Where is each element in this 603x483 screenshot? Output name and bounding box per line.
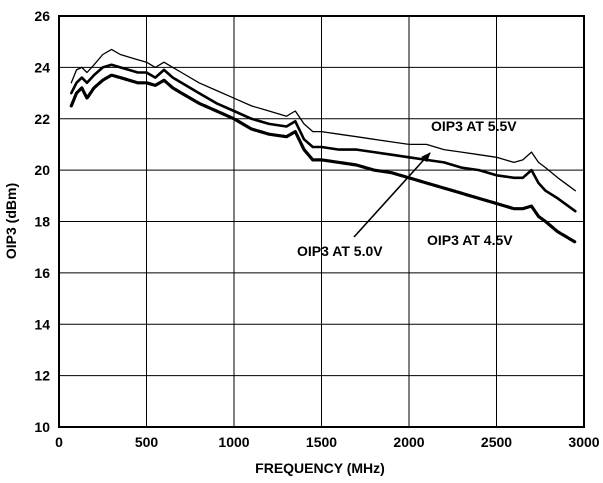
x-tick-label: 2500 [481,434,512,450]
x-tick-label: 500 [135,434,159,450]
x-tick-label: 3000 [568,434,599,450]
y-tick-label: 26 [34,8,50,24]
x-tick-label: 0 [55,434,63,450]
y-tick-label: 24 [34,59,50,75]
y-tick-label: 12 [34,368,50,384]
annotation-arrow [353,152,431,238]
y-tick-label: 22 [34,111,50,127]
x-tick-label: 1000 [218,434,249,450]
y-tick-label: 18 [34,214,50,230]
tick-labels: 0 500 1000 1500 2000 2500 3000 10 12 14 16 18 20 22 24… [34,8,599,450]
series-line-2 [70,63,577,213]
y-tick-label: 20 [34,162,50,178]
y-tick-label: 16 [34,265,50,281]
series-line-3 [69,73,577,244]
annotation-oip3-5-0v: OIP3 AT 5.0V [297,243,383,259]
annotation-oip3-4-5v: OIP3 AT 4.5V [427,232,513,248]
grid [59,16,584,427]
x-tick-label: 1500 [306,434,337,450]
plot-frame [58,15,585,428]
x-axis-label: FREQUENCY (MHz) [255,460,385,476]
x-tick-label: 2000 [393,434,424,450]
y-tick-label: 14 [34,316,50,332]
y-tick-label: 10 [34,419,50,435]
series-line-1 [70,48,576,192]
annotation-oip3-5-5v: OIP3 AT 5.5V [431,118,517,134]
y-axis-label: OIP3 (dBm) [3,183,19,259]
series-lines [69,48,577,244]
